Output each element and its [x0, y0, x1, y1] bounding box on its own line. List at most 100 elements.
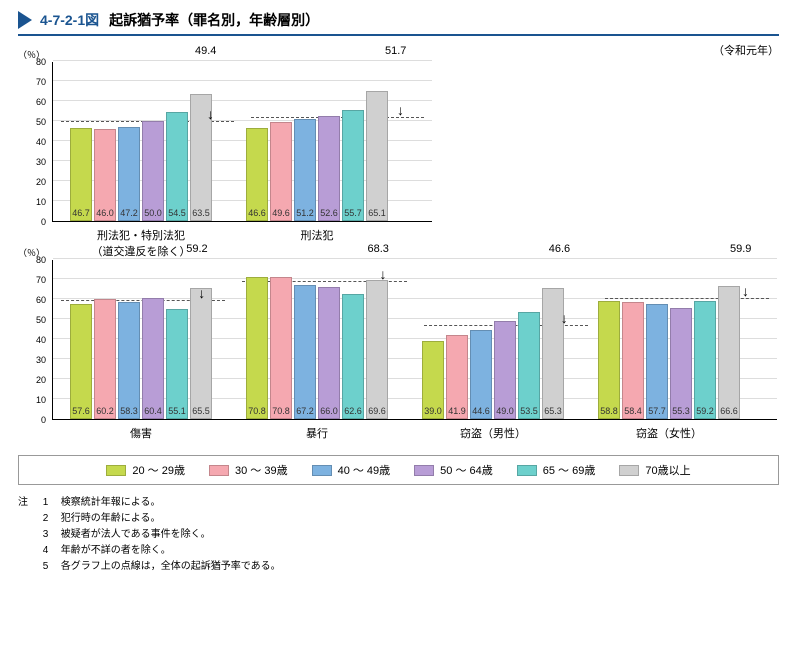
bar-value: 46.6 — [248, 208, 266, 218]
bar-value: 51.2 — [296, 208, 314, 218]
down-arrow-icon: ↓ — [742, 283, 749, 299]
legend-label: 20 ～ 29歳 — [132, 462, 185, 478]
bar: 39.0 — [422, 341, 444, 419]
figure-title-bar: 4-7-2-1図 起訴猶予率（罪名別，年齢層別） — [18, 10, 779, 36]
y-tick: 10 — [36, 197, 46, 207]
legend-swatch — [209, 465, 229, 476]
note-row: 3被疑者が法人である事件を除く。 — [43, 527, 281, 543]
bar-value: 54.5 — [168, 208, 186, 218]
legend-swatch — [106, 465, 126, 476]
down-arrow-icon: ↓ — [397, 102, 404, 118]
notes-list: 1検察統計年報による。2犯行時の年齢による。3被疑者が法人である事件を除く。4年… — [43, 495, 281, 575]
bar: 57.6 — [70, 304, 92, 419]
y-tick: 60 — [36, 97, 46, 107]
legend-swatch — [312, 465, 332, 476]
bar: 55.1 — [166, 309, 188, 419]
bar-group: 57.660.258.360.455.165.5傷害 — [69, 288, 213, 419]
bar-value: 60.2 — [96, 406, 114, 416]
bar: 60.2 — [94, 299, 116, 419]
bar-value: 57.7 — [648, 406, 666, 416]
reference-value: 59.2 — [186, 243, 207, 255]
bar: 57.7 — [646, 304, 668, 419]
bar: 52.6 — [318, 116, 340, 221]
bar-value: 58.3 — [120, 406, 138, 416]
reference-value: 59.9 — [730, 243, 751, 255]
note-row: 1検察統計年報による。 — [43, 495, 281, 511]
y-axis: （％）01020304050607080 — [18, 62, 52, 222]
bar: 70.8 — [270, 277, 292, 419]
legend-swatch — [517, 465, 537, 476]
figure-number: 4-7-2-1図 — [40, 10, 99, 30]
note-text: 犯行時の年齢による。 — [61, 511, 161, 527]
down-arrow-icon: ↓ — [380, 266, 387, 282]
bar-value: 70.8 — [248, 406, 266, 416]
bar-value: 63.5 — [192, 208, 210, 218]
y-tick: 50 — [36, 315, 46, 325]
bar-value: 55.3 — [672, 406, 690, 416]
group-label: 刑法犯・特別法犯（道交違反を除く） — [92, 227, 191, 259]
legend-label: 40 ～ 49歳 — [338, 462, 391, 478]
legend-item: 65 ～ 69歳 — [517, 462, 596, 478]
bar: 46.0 — [94, 129, 116, 221]
legend: 20 ～ 29歳30 ～ 39歳40 ～ 49歳50 ～ 64歳65 ～ 69歳… — [18, 455, 779, 485]
bar: 65.1 — [366, 91, 388, 221]
y-axis: （％）01020304050607080 — [18, 260, 52, 420]
bar: 58.4 — [622, 302, 644, 419]
y-tick: 60 — [36, 295, 46, 305]
bar-value: 46.7 — [72, 208, 90, 218]
bar-group: 46.746.047.250.054.563.5刑法犯・特別法犯（道交違反を除く… — [69, 94, 213, 221]
y-tick: 40 — [36, 335, 46, 345]
legend-label: 65 ～ 69歳 — [543, 462, 596, 478]
notes: 注 1検察統計年報による。2犯行時の年齢による。3被疑者が法人である事件を除く。… — [18, 495, 779, 575]
bar: 65.5 — [190, 288, 212, 419]
bar: 47.2 — [118, 127, 140, 221]
bar-value: 55.1 — [168, 406, 186, 416]
bar-value: 69.6 — [368, 406, 386, 416]
chart-row-1: （％）0102030405060708049.4↓51.7↓46.746.047… — [18, 62, 779, 222]
note-number: 5 — [43, 559, 61, 575]
note-text: 各グラフ上の点線は，全体の起訴猶予率である。 — [61, 559, 281, 575]
figure-title: 起訴猶予率（罪名別，年齢層別） — [109, 10, 319, 30]
y-tick: 10 — [36, 395, 46, 405]
bar-group: 70.870.867.266.062.669.6暴行 — [245, 277, 389, 419]
bar-value: 59.2 — [696, 406, 714, 416]
y-tick: 20 — [36, 375, 46, 385]
bar-value: 47.2 — [120, 208, 138, 218]
legend-swatch — [619, 465, 639, 476]
bar-value: 50.0 — [144, 208, 162, 218]
down-arrow-icon: ↓ — [561, 310, 568, 326]
bar-value: 58.8 — [600, 406, 618, 416]
bar-groups: 46.746.047.250.054.563.5刑法犯・特別法犯（道交違反を除く… — [53, 62, 432, 221]
bar-groups: 57.660.258.360.455.165.5傷害70.870.867.266… — [53, 260, 777, 419]
note-number: 4 — [43, 543, 61, 559]
down-arrow-icon: ↓ — [198, 285, 205, 301]
bar-value: 60.4 — [144, 406, 162, 416]
bar-value: 66.0 — [320, 406, 338, 416]
reference-value: 68.3 — [368, 243, 389, 255]
bar-value: 44.6 — [472, 406, 490, 416]
bar: 70.8 — [246, 277, 268, 419]
group-label: 暴行 — [306, 425, 328, 441]
bar: 59.2 — [694, 301, 716, 419]
bar: 54.5 — [166, 112, 188, 221]
note-row: 5各グラフ上の点線は，全体の起訴猶予率である。 — [43, 559, 281, 575]
bar: 50.0 — [142, 121, 164, 221]
bar-value: 53.5 — [520, 406, 538, 416]
bar: 51.2 — [294, 119, 316, 221]
legend-label: 70歳以上 — [645, 462, 690, 478]
legend-item: 30 ～ 39歳 — [209, 462, 288, 478]
y-tick: 40 — [36, 137, 46, 147]
grid-line — [53, 60, 432, 61]
group-label: 傷害 — [130, 425, 152, 441]
legend-label: 30 ～ 39歳 — [235, 462, 288, 478]
bar-value: 70.8 — [272, 406, 290, 416]
bar: 46.6 — [246, 128, 268, 221]
bar: 65.3 — [542, 288, 564, 419]
bar: 58.8 — [598, 301, 620, 419]
y-tick: 80 — [36, 57, 46, 67]
note-row: 4年齢が不詳の者を除く。 — [43, 543, 281, 559]
note-number: 3 — [43, 527, 61, 543]
bar-value: 66.6 — [720, 406, 738, 416]
legend-swatch — [414, 465, 434, 476]
bar: 41.9 — [446, 335, 468, 419]
